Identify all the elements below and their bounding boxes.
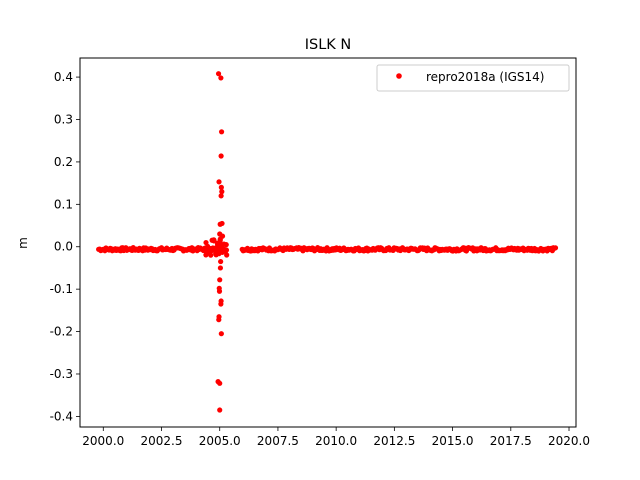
x-tick-label: 2010.0 — [315, 434, 357, 448]
data-point — [218, 301, 224, 307]
data-point — [203, 239, 209, 246]
data-point — [217, 265, 224, 271]
data-point — [221, 241, 227, 247]
x-tick-label: 2012.5 — [373, 434, 415, 448]
data-point — [218, 75, 224, 81]
data-point — [216, 317, 222, 323]
legend: repro2018a (IGS14) — [376, 64, 570, 92]
data-point — [218, 331, 224, 337]
y-axis: 0.4 0.3 0.2 0.1 0.0 -0.1 -0.2 -0.3 -0.4 — [50, 70, 80, 423]
data-point — [219, 233, 226, 239]
data-point — [218, 193, 224, 199]
y-tick-label: 0.0 — [54, 240, 73, 254]
y-tick-label: -0.3 — [50, 367, 73, 381]
x-tick-label: 2020.0 — [548, 434, 590, 448]
x-tick-label: 2005.0 — [199, 434, 241, 448]
x-tick-label: 2017.5 — [490, 434, 532, 448]
data-point — [218, 184, 224, 190]
y-tick-label: -0.1 — [50, 282, 73, 296]
y-tick-label: 0.2 — [54, 155, 73, 169]
x-tick-label: 2000.0 — [82, 434, 124, 448]
data-point — [213, 252, 219, 258]
data-point — [218, 153, 224, 159]
x-tick-label: 2002.5 — [141, 434, 183, 448]
plot-points — [96, 71, 559, 413]
data-point — [216, 288, 223, 294]
data-point — [217, 407, 223, 413]
data-point — [219, 220, 225, 227]
data-point — [224, 252, 230, 258]
chart-title: ISLK N — [305, 37, 352, 53]
y-tick-label: -0.2 — [50, 325, 73, 339]
data-point — [217, 380, 223, 386]
data-point — [218, 129, 225, 135]
x-tick-label: 2007.5 — [257, 434, 299, 448]
data-point — [209, 237, 215, 243]
legend-box — [376, 64, 570, 92]
x-axis: 2000.0 2002.5 2005.0 2007.5 2010.0 2012.5 2015… — [82, 427, 590, 448]
data-point — [218, 258, 224, 265]
data-point — [212, 246, 218, 252]
y-axis-label: m — [16, 237, 30, 249]
x-tick-label: 2015.0 — [432, 434, 474, 448]
data-point — [217, 277, 223, 283]
data-point — [216, 179, 222, 185]
data-point — [552, 245, 559, 251]
data-point — [215, 71, 222, 77]
y-tick-label: 0.4 — [54, 70, 73, 84]
y-tick-label: 0.1 — [54, 197, 73, 211]
y-tick-label: 0.3 — [54, 113, 73, 127]
data-point — [219, 189, 225, 195]
y-tick-label: -0.4 — [50, 409, 73, 423]
plot-frame — [79, 57, 577, 428]
legend-label: repro2018a (IGS14) — [426, 70, 544, 84]
data-point — [205, 248, 211, 254]
data-point — [214, 240, 221, 246]
legend-marker — [396, 73, 402, 79]
